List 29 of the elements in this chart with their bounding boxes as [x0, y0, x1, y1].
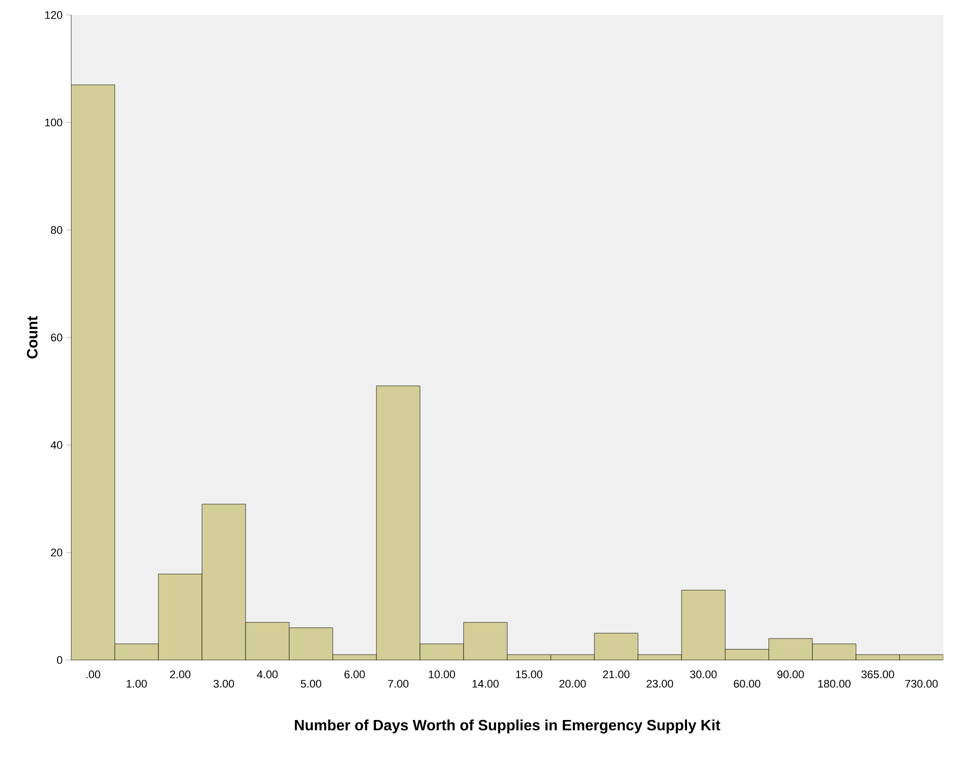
- x-tick-label: 15.00: [516, 670, 542, 678]
- y-tick-label: 40: [50, 441, 62, 449]
- x-tick-label: 21.00: [603, 670, 630, 678]
- x-tick-label: 4.00: [256, 670, 278, 678]
- x-tick-label: 6.00: [344, 670, 365, 678]
- x-tick-label: 30.00: [690, 670, 717, 678]
- x-tick-label: 23.00: [646, 680, 674, 688]
- y-tick-label: 120: [45, 11, 62, 19]
- x-tick-label: 730.00: [905, 680, 938, 688]
- x-tick-label: 2.00: [170, 670, 190, 678]
- x-axis-title: Number of Days Worth of Supplies in Emergency Supply Kit: [294, 719, 720, 734]
- x-tick-label: 10.00: [428, 670, 456, 678]
- x-tick-label: 180.00: [818, 680, 851, 688]
- y-tick-label: 60: [51, 334, 62, 342]
- y-tick-label: 100: [45, 118, 62, 126]
- x-tick-label: 60.00: [734, 680, 760, 688]
- x-tick-label: 7.00: [388, 680, 408, 688]
- x-tick-label: 90.00: [777, 670, 804, 678]
- y-tick-label: 20: [51, 548, 62, 556]
- x-tick-label: 14.00: [472, 680, 499, 688]
- y-tick-label: 80: [50, 226, 62, 234]
- x-tick-label: 365.00: [861, 670, 894, 678]
- x-tick-label: 5.00: [300, 680, 322, 688]
- y-tick-label: 0: [57, 656, 62, 664]
- y-axis-title: Count: [26, 316, 38, 358]
- x-tick-label: 3.00: [214, 680, 234, 688]
- x-tick-label: .00: [86, 670, 100, 678]
- x-tick-label: 20.00: [559, 680, 586, 688]
- x-tick-label: 1.00: [126, 680, 147, 688]
